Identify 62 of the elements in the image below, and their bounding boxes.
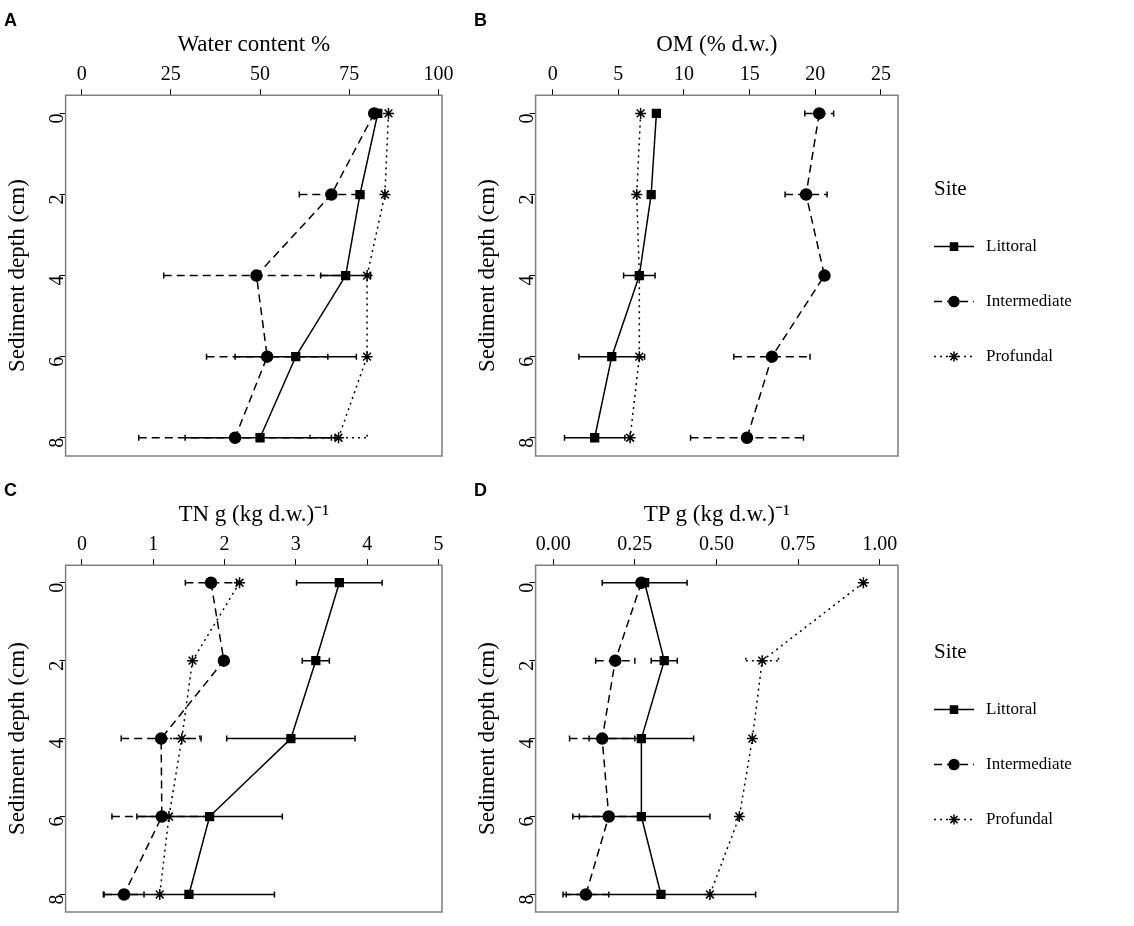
chart-title: B bbox=[474, 9, 487, 30]
x-axis-title: TN g (kg d.w.)⁻¹ bbox=[178, 501, 330, 527]
x-tick-label: 25 bbox=[870, 62, 891, 85]
legend-label: Profundal bbox=[986, 809, 1054, 829]
y-tick-label: 4 bbox=[44, 738, 67, 749]
x-tick-label: 0 bbox=[76, 62, 87, 85]
y-tick-label: 4 bbox=[44, 275, 67, 286]
y-tick-label: 0 bbox=[44, 113, 67, 124]
legend-title: Site bbox=[934, 639, 967, 664]
y-tick-label: 8 bbox=[44, 437, 67, 448]
x-tick-label: 100 bbox=[423, 62, 454, 85]
y-tick-label: 6 bbox=[514, 816, 537, 827]
x-tick-label: 50 bbox=[250, 62, 271, 85]
y-tick-label: 4 bbox=[514, 738, 537, 749]
x-tick-label: 0.25 bbox=[617, 532, 653, 555]
y-axis-title: Sediment depth (cm) bbox=[473, 642, 499, 836]
x-tick-label: 0.50 bbox=[698, 532, 734, 555]
legend-label: Littoral bbox=[986, 236, 1038, 256]
x-tick-label: 1.00 bbox=[862, 532, 898, 555]
chart-title: D bbox=[474, 479, 487, 500]
legend-label: Profundal bbox=[986, 346, 1054, 366]
x-axis-title: TP g (kg d.w.)⁻¹ bbox=[643, 501, 790, 527]
x-tick-label: 20 bbox=[805, 62, 826, 85]
legend-title: Site bbox=[934, 176, 967, 201]
y-tick-label: 0 bbox=[514, 582, 537, 593]
chart-title: A bbox=[4, 9, 17, 30]
x-tick-label: 5 bbox=[613, 62, 624, 85]
x-tick-label: 0 bbox=[547, 62, 558, 85]
x-tick-label: 0 bbox=[77, 532, 87, 555]
legend-label: Intermediate bbox=[986, 754, 1072, 774]
x-tick-label: 0.75 bbox=[780, 532, 816, 555]
y-tick-label: 6 bbox=[44, 816, 67, 827]
y-axis-title: Sediment depth (cm) bbox=[3, 642, 29, 836]
x-tick-label: 10 bbox=[673, 62, 694, 85]
x-tick-label: 5 bbox=[433, 532, 444, 555]
y-tick-label: 2 bbox=[514, 660, 537, 671]
x-axis-title: Water content % bbox=[177, 31, 331, 57]
y-tick-label: 8 bbox=[514, 437, 537, 448]
y-tick-label: 2 bbox=[44, 660, 67, 671]
x-axis-title: OM (% d.w.) bbox=[656, 31, 778, 57]
legend-label: Littoral bbox=[986, 699, 1038, 719]
x-tick-label: 2 bbox=[219, 532, 230, 555]
x-tick-label: 75 bbox=[339, 62, 360, 85]
y-tick-label: 8 bbox=[514, 894, 537, 905]
legend-label: Intermediate bbox=[986, 291, 1072, 311]
x-tick-label: 3 bbox=[290, 532, 301, 555]
x-tick-label: 25 bbox=[160, 62, 181, 85]
x-tick-label: 4 bbox=[362, 532, 373, 555]
y-tick-label: 8 bbox=[44, 894, 67, 905]
y-tick-label: 0 bbox=[44, 582, 67, 593]
y-axis-title: Sediment depth (cm) bbox=[3, 179, 29, 373]
y-tick-label: 0 bbox=[514, 113, 537, 124]
y-tick-label: 2 bbox=[514, 194, 537, 205]
y-tick-label: 4 bbox=[514, 275, 537, 286]
y-tick-label: 6 bbox=[514, 356, 537, 367]
x-tick-label: 15 bbox=[739, 62, 760, 85]
y-axis-title: Sediment depth (cm) bbox=[473, 179, 499, 373]
y-tick-label: 6 bbox=[44, 356, 67, 367]
chart-title: C bbox=[4, 479, 17, 500]
x-tick-label: 0.00 bbox=[535, 532, 571, 555]
y-tick-label: 2 bbox=[44, 194, 67, 205]
x-tick-label: 1 bbox=[148, 532, 159, 555]
